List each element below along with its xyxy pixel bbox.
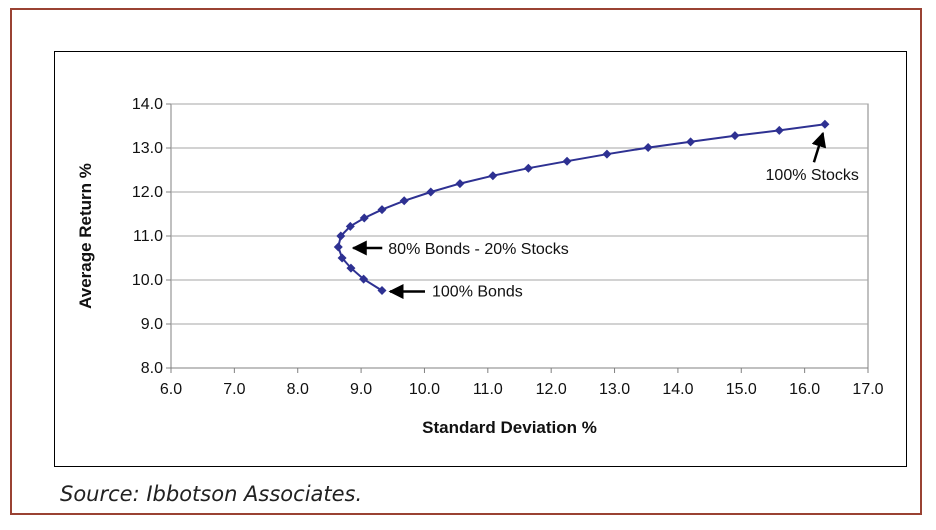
- y-tick-label: 9.0: [141, 316, 163, 333]
- y-tick-label: 13.0: [132, 140, 163, 157]
- x-tick-label: 17.0: [852, 381, 883, 398]
- x-tick-label: 13.0: [599, 381, 630, 398]
- data-point: [820, 119, 830, 129]
- data-point: [377, 205, 387, 215]
- x-tick-label: 11.0: [473, 381, 503, 398]
- annotation-arrow: [811, 131, 827, 163]
- x-tick-label: 12.0: [536, 381, 567, 398]
- annotation-label: 100% Bonds: [432, 284, 523, 301]
- x-tick-label: 8.0: [287, 381, 309, 398]
- figure-frame: 8.0 9.0 10.0 11.0 12.0 13.0 14.0 6.0 7.0 8.0 9.0 10…: [10, 8, 922, 515]
- source-note: Source: Ibbotson Associates.: [60, 482, 363, 506]
- data-point: [337, 253, 347, 263]
- x-axis-title: Standard Deviation %: [422, 418, 597, 437]
- data-point: [602, 149, 612, 159]
- data-point: [359, 274, 369, 284]
- x-tick-label: 16.0: [789, 381, 820, 398]
- x-tick-label: 15.0: [726, 381, 757, 398]
- data-point: [345, 221, 355, 231]
- chart-area: 8.0 9.0 10.0 11.0 12.0 13.0 14.0 6.0 7.0 8.0 9.0 10…: [54, 51, 907, 467]
- y-tick-label: 11.0: [133, 228, 163, 245]
- data-point: [333, 242, 343, 252]
- data-point: [730, 131, 740, 141]
- data-point: [455, 179, 465, 189]
- annotation-label: 80% Bonds - 20% Stocks: [388, 241, 569, 258]
- efficient-frontier-chart: 8.0 9.0 10.0 11.0 12.0 13.0 14.0 6.0 7.0 8.0 9.0 10…: [76, 96, 884, 437]
- data-point: [643, 143, 653, 153]
- data-point: [346, 263, 356, 273]
- data-point: [686, 137, 696, 147]
- data-point: [359, 213, 369, 223]
- data-point: [377, 286, 387, 296]
- y-tick-label: 8.0: [141, 360, 163, 377]
- x-tick-label: 9.0: [350, 381, 372, 398]
- data-point: [562, 156, 572, 166]
- x-tick-label: 10.0: [409, 381, 440, 398]
- x-tick-label: 14.0: [662, 381, 693, 398]
- x-tick-label: 7.0: [223, 381, 245, 398]
- y-tick-label: 12.0: [132, 184, 163, 201]
- data-point: [399, 196, 409, 206]
- y-axis-title: Average Return %: [76, 163, 95, 309]
- x-tick-label: 6.0: [160, 381, 182, 398]
- data-point: [488, 171, 498, 181]
- data-point: [336, 231, 346, 241]
- y-tick-label: 14.0: [132, 96, 163, 113]
- y-tick-label: 10.0: [132, 272, 163, 289]
- annotation-label: 100% Stocks: [766, 167, 859, 184]
- data-point: [426, 187, 436, 197]
- data-point: [523, 163, 533, 173]
